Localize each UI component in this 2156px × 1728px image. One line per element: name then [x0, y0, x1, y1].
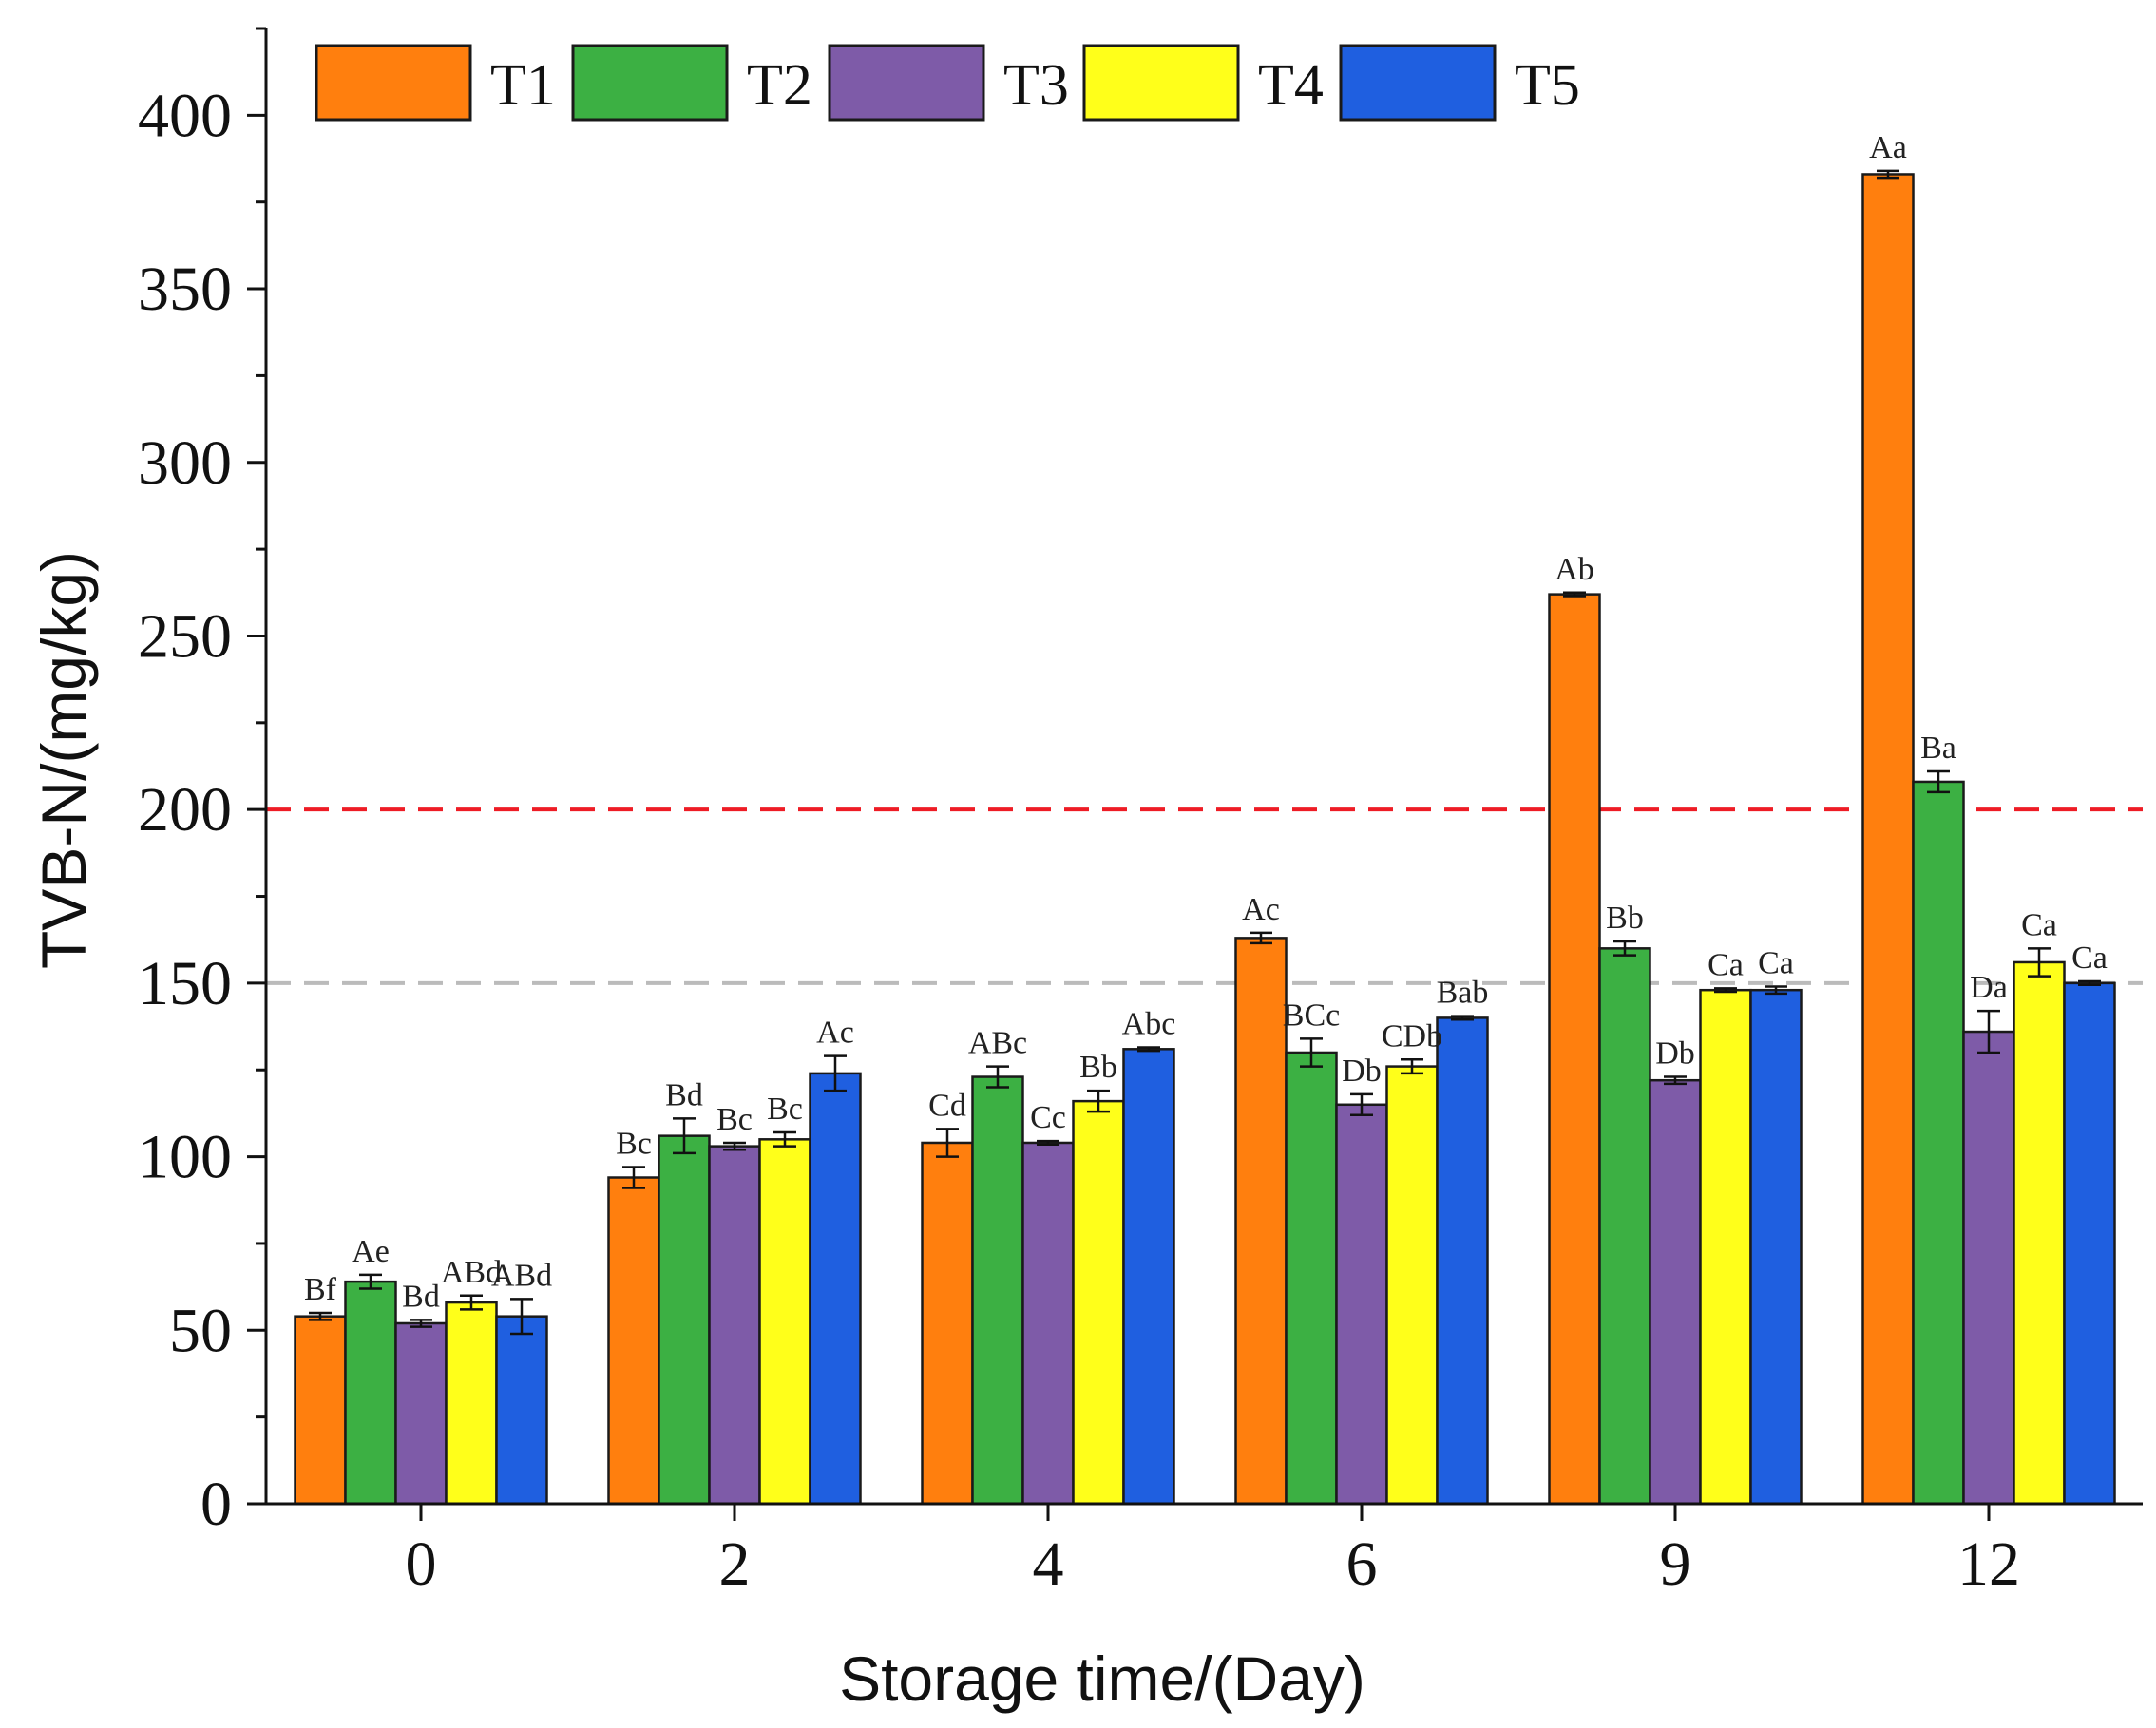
- bar-T5-day-6: [1436, 1016, 1489, 1506]
- significance-label-T4-day-12: Ca: [2021, 907, 2057, 942]
- y-tick-label-350: 350: [138, 255, 232, 324]
- bar-T1-day-2: [607, 1176, 660, 1506]
- bar-T4-day-2: [758, 1138, 811, 1506]
- y-tick-label-200: 200: [138, 775, 232, 845]
- legend-swatch-T3: [828, 44, 985, 122]
- significance-label-T5-day-9: Ca: [1758, 946, 1794, 981]
- bar-T3-day-2: [708, 1145, 761, 1506]
- significance-label-T1-day-6: Ac: [1242, 892, 1280, 927]
- bar-T3-day-9: [1649, 1078, 1702, 1506]
- bar-T2-day-6: [1285, 1051, 1338, 1506]
- y-tick-label-300: 300: [138, 428, 232, 498]
- y-tick-label-250: 250: [138, 601, 232, 671]
- bar-T4-day-6: [1385, 1065, 1439, 1506]
- significance-label-T2-day-0: Ae: [352, 1234, 390, 1269]
- significance-label-T4-day-4: Bb: [1079, 1050, 1117, 1085]
- bar-T2-day-12: [1912, 780, 1965, 1506]
- significance-label-T1-day-2: Bc: [616, 1127, 652, 1162]
- significance-label-T5-day-4: Abc: [1122, 1006, 1176, 1041]
- significance-label-T5-day-6: Bab: [1437, 976, 1489, 1011]
- legend-label-T3: T3: [1003, 53, 1069, 118]
- bar-T1-day-6: [1234, 937, 1288, 1506]
- significance-label-T2-day-4: ABc: [968, 1026, 1027, 1061]
- bar-T4-day-4: [1072, 1099, 1125, 1506]
- bar-T5-day-0: [495, 1315, 548, 1506]
- legend: T1 T2 T3 T4 T5: [315, 44, 1580, 122]
- bar-T2-day-9: [1598, 947, 1651, 1506]
- legend-swatch-T2: [571, 44, 729, 122]
- bar-T4-day-0: [445, 1301, 498, 1506]
- bar-T4-day-9: [1699, 988, 1752, 1506]
- significance-label-T4-day-6: CDb: [1382, 1018, 1442, 1054]
- bar-T1-day-9: [1548, 593, 1601, 1506]
- x-tick-label-4: 4: [1033, 1529, 1064, 1599]
- bars-group: [294, 173, 2116, 1506]
- legend-swatch-T4: [1082, 44, 1240, 122]
- bar-T2-day-4: [971, 1075, 1024, 1506]
- legend-swatch-T1: [315, 44, 472, 122]
- y-tick-label-400: 400: [138, 81, 232, 150]
- significance-label-T2-day-2: Bd: [665, 1077, 703, 1112]
- legend-label-T1: T1: [490, 53, 556, 118]
- significance-label-T3-day-9: Db: [1655, 1036, 1695, 1072]
- x-tick-label-12: 12: [1957, 1529, 2020, 1599]
- axes-group: 0 50 100 150 200 250 300 350 400 0 2 4 6 9 12: [138, 27, 2143, 1599]
- significance-label-T4-day-2: Bc: [767, 1092, 803, 1127]
- bar-T1-day-4: [921, 1141, 974, 1506]
- significance-label-T1-day-12: Aa: [1869, 130, 1907, 165]
- significance-label-T3-day-0: Bd: [402, 1279, 440, 1314]
- y-tick-label-150: 150: [138, 949, 232, 1018]
- bar-T1-day-12: [1861, 173, 1915, 1506]
- reference-lines: [266, 807, 2143, 985]
- significance-label-T3-day-6: Db: [1342, 1054, 1382, 1089]
- bar-T3-day-12: [1962, 1030, 2015, 1506]
- significance-label-T3-day-4: Cc: [1030, 1100, 1066, 1135]
- x-tick-label-0: 0: [406, 1529, 437, 1599]
- bar-T2-day-0: [344, 1280, 397, 1506]
- bar-T5-day-2: [809, 1072, 862, 1506]
- legend-label-T4: T4: [1258, 53, 1324, 118]
- bar-T4-day-12: [2013, 960, 2066, 1506]
- y-tick-label-100: 100: [138, 1123, 232, 1192]
- bar-T3-day-0: [394, 1321, 448, 1506]
- bar-T2-day-2: [658, 1134, 711, 1506]
- significance-label-T3-day-2: Bc: [716, 1102, 753, 1137]
- x-tick-label-2: 2: [719, 1529, 751, 1599]
- bar-T1-day-0: [294, 1315, 347, 1506]
- x-axis-title: Storage time/(Day): [839, 1643, 1365, 1714]
- significance-label-T2-day-6: BCc: [1283, 997, 1340, 1033]
- bar-T3-day-4: [1021, 1141, 1075, 1506]
- bar-T3-day-6: [1335, 1103, 1388, 1506]
- y-tick-label-50: 50: [169, 1296, 232, 1365]
- significance-label-T5-day-12: Ca: [2071, 940, 2108, 976]
- x-tick-label-9: 9: [1660, 1529, 1691, 1599]
- significance-label-T3-day-12: Da: [1970, 970, 2008, 1005]
- bar-T5-day-4: [1122, 1048, 1175, 1506]
- significance-label-T4-day-0: ABd: [441, 1255, 502, 1290]
- y-axis-title: TVB-N/(mg/kg): [29, 551, 99, 969]
- significance-label-T1-day-0: Bf: [304, 1272, 337, 1307]
- x-tick-label-6: 6: [1346, 1529, 1378, 1599]
- legend-label-T5: T5: [1515, 53, 1580, 118]
- legend-swatch-T5: [1339, 44, 1497, 122]
- significance-label-T1-day-9: Ab: [1555, 552, 1594, 587]
- significance-label-T5-day-0: ABd: [491, 1258, 552, 1293]
- significance-label-T2-day-9: Bb: [1606, 901, 1644, 936]
- y-tick-label-0: 0: [200, 1470, 232, 1539]
- error-bars-group: [309, 169, 2101, 1336]
- significance-label-T4-day-9: Ca: [1708, 947, 1744, 982]
- legend-label-T2: T2: [747, 53, 812, 118]
- significance-label-T1-day-4: Cd: [928, 1088, 966, 1123]
- significance-label-T2-day-12: Ba: [1920, 731, 1956, 766]
- significance-label-T5-day-2: Ac: [816, 1016, 854, 1051]
- bar-T5-day-12: [2063, 981, 2116, 1506]
- bar-T5-day-9: [1749, 988, 1803, 1506]
